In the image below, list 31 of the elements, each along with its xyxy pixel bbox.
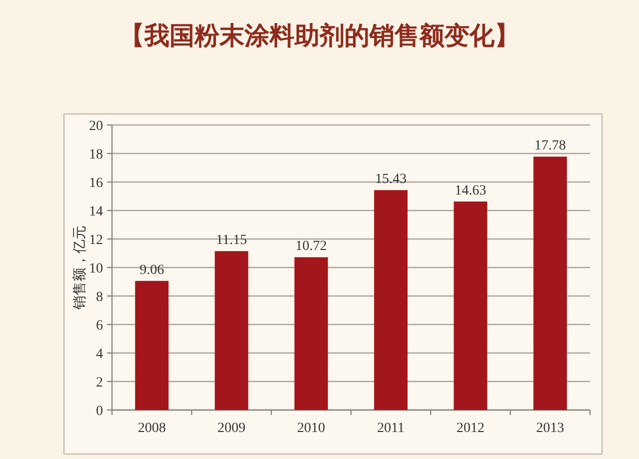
data-label: 11.15 (216, 233, 247, 248)
x-tick-label: 2011 (377, 421, 405, 436)
x-tick-label: 2009 (218, 421, 246, 436)
y-tick-label: 14 (89, 204, 103, 220)
bar (454, 202, 488, 410)
data-label: 10.72 (295, 239, 327, 254)
data-label: 9.06 (140, 262, 164, 278)
y-tick-label: 8 (96, 290, 103, 305)
x-tick-label: 2013 (536, 421, 564, 436)
y-tick-label: 16 (89, 176, 103, 191)
bar (374, 190, 408, 410)
y-tick-label: 10 (89, 262, 103, 276)
y-tick-label: 4 (96, 347, 103, 362)
x-tick-label: 2010 (297, 421, 326, 436)
bar (294, 257, 328, 410)
bar (214, 251, 248, 410)
data-label: 14.63 (454, 184, 486, 199)
y-tick-label: 6 (96, 318, 103, 334)
y-tick-label: 12 (89, 233, 103, 248)
chart-title: 【我国粉末涂料助剂的销售额变化】 (120, 22, 520, 50)
bar (135, 280, 169, 410)
bar (533, 156, 567, 410)
y-tick-label: 18 (89, 148, 103, 162)
y-tick-label: 0 (96, 404, 103, 419)
x-tick-label: 2012 (456, 421, 484, 436)
data-label: 15.43 (375, 172, 407, 188)
y-tick-label: 2 (96, 376, 103, 390)
data-label: 17.78 (534, 138, 566, 154)
y-tick-label: 20 (89, 119, 103, 134)
y-axis-title: 销售额，亿元 (72, 226, 88, 310)
x-tick-label: 2008 (138, 421, 166, 436)
